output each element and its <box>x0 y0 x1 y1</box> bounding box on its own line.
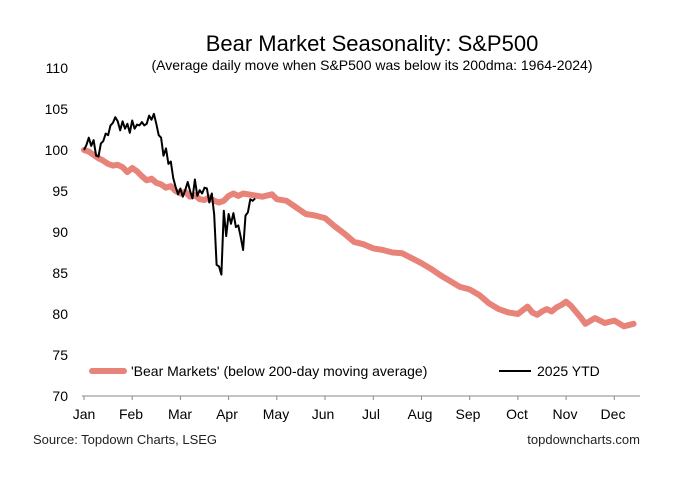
y-axis-ticks: 110 105 100 95 90 85 80 75 70 <box>45 60 69 404</box>
x-axis-tick-marks <box>83 396 615 400</box>
x-tick-label: Feb <box>119 406 143 422</box>
x-tick-label: May <box>263 406 289 422</box>
x-tick-label: Jun <box>312 406 335 422</box>
series-line-bear-markets <box>81 147 637 330</box>
x-tick-label: Aug <box>408 406 433 422</box>
chart-title: Bear Market Seasonality: S&P500 <box>206 31 539 56</box>
legend-label-bear-markets: 'Bear Markets' (below 200-day moving ave… <box>131 363 427 379</box>
y-tick-label: 110 <box>46 60 69 76</box>
legend: 'Bear Markets' (below 200-day moving ave… <box>89 363 600 379</box>
y-tick-label: 70 <box>52 388 68 404</box>
series-line-2025-ytd <box>83 112 256 276</box>
y-tick-label: 95 <box>52 183 68 199</box>
x-tick-label: Sep <box>456 406 481 422</box>
x-tick-label: Oct <box>506 406 528 422</box>
x-tick-label: Jul <box>362 406 380 422</box>
chart-subtitle: (Average daily move when S&P500 was belo… <box>152 57 593 73</box>
footer-source: Source: Topdown Charts, LSEG <box>33 432 217 447</box>
y-tick-label: 90 <box>52 224 68 240</box>
y-tick-label: 100 <box>45 142 69 158</box>
legend-label-2025-ytd: 2025 YTD <box>537 363 600 379</box>
y-tick-label: 85 <box>52 265 68 281</box>
y-tick-label: 75 <box>52 347 68 363</box>
x-tick-label: Nov <box>553 406 578 422</box>
x-tick-label: Jan <box>73 406 96 422</box>
series-points <box>83 113 635 327</box>
x-tick-label: Dec <box>601 406 626 422</box>
x-axis-labels: Jan Feb Mar Apr May Jun Jul Aug Sep Oct … <box>73 406 626 422</box>
x-tick-label: Mar <box>168 406 192 422</box>
footer-brand: topdowncharts.com <box>527 432 640 447</box>
y-tick-label: 105 <box>45 101 69 117</box>
x-tick-label: Apr <box>216 406 238 422</box>
y-tick-label: 80 <box>52 306 68 322</box>
